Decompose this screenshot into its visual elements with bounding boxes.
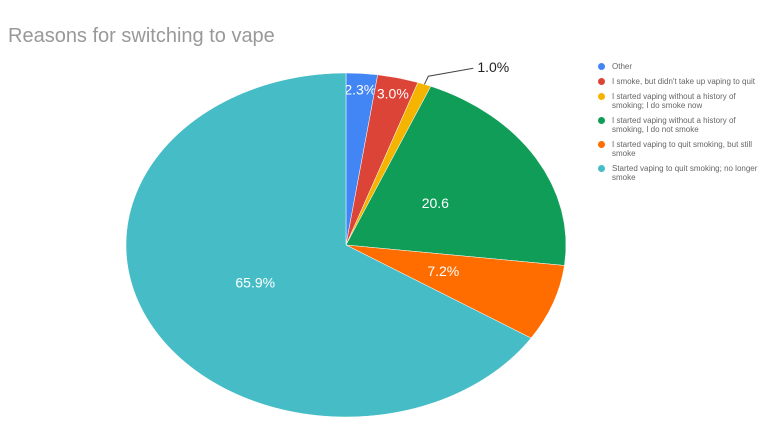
chart-title: Reasons for switching to vape <box>8 25 275 47</box>
legend-swatch <box>598 63 605 70</box>
pie-slice <box>125 72 532 418</box>
legend-label: I started vaping to quit smoking, but st… <box>612 140 753 158</box>
legend-item: Other <box>598 62 758 71</box>
legend-item: I started vaping to quit smoking, but st… <box>598 140 758 158</box>
legend-item: I started vaping without a history of sm… <box>598 116 758 134</box>
legend-item: Started vaping to quit smoking; no longe… <box>598 164 758 182</box>
legend-swatch <box>598 93 605 100</box>
legend-swatch <box>598 117 605 124</box>
legend-item: I smoke, but didn't take up vaping to qu… <box>598 77 758 86</box>
legend-swatch <box>598 141 605 148</box>
legend-swatch <box>598 78 605 85</box>
legend-label: Other <box>612 62 633 71</box>
legend-label: I started vaping without a history of sm… <box>612 92 736 110</box>
legend-swatch <box>598 165 605 172</box>
pie-slice <box>345 85 567 266</box>
data-label: 2.3% <box>344 81 376 97</box>
data-label: 65.9% <box>235 274 275 290</box>
leader-line <box>423 67 474 85</box>
legend-label: Started vaping to quit smoking; no longe… <box>612 164 758 182</box>
pie-slice <box>345 244 565 339</box>
data-label: 1.0% <box>477 59 509 75</box>
data-label: 20.6 <box>422 195 449 211</box>
data-label: 3.0% <box>377 85 409 101</box>
legend-label: I smoke, but didn't take up vaping to qu… <box>612 77 755 86</box>
legend-item: I started vaping without a history of sm… <box>598 92 758 110</box>
legend: Other I smoke, but didn't take up vaping … <box>598 62 758 188</box>
data-label: 7.2% <box>427 263 459 279</box>
legend-label: I started vaping without a history of sm… <box>612 116 736 134</box>
